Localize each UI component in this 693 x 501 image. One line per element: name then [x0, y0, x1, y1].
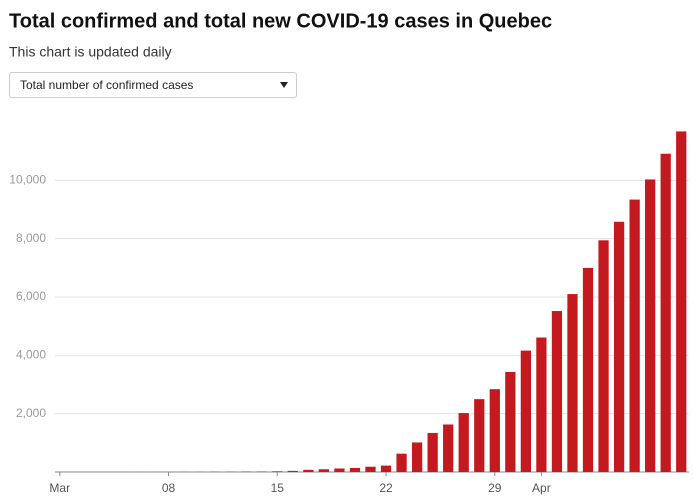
bar: [551, 311, 563, 472]
bar: [334, 468, 345, 472]
bar: [427, 432, 438, 472]
bar: [489, 389, 500, 472]
bar: [629, 199, 640, 473]
bar: [318, 469, 330, 472]
bar: [272, 471, 283, 472]
x-tick-label: Mar: [49, 481, 70, 495]
bar: [582, 267, 594, 472]
bar: [660, 153, 671, 472]
bar: [676, 131, 687, 472]
bar: [536, 337, 547, 472]
bar: [303, 469, 314, 472]
y-tick-label: 8,000: [16, 231, 46, 245]
bar: [645, 179, 656, 472]
y-tick-label: 2,000: [16, 406, 46, 420]
chart-subtitle: This chart is updated daily: [9, 44, 172, 60]
y-tick-label: 6,000: [16, 289, 46, 303]
x-tick-label: 15: [271, 481, 285, 495]
bar: [613, 221, 625, 472]
bar: [365, 466, 376, 472]
x-tick-label: 08: [162, 481, 176, 495]
chart-title: Total confirmed and total new COVID-19 c…: [9, 10, 552, 32]
bar: [474, 399, 485, 472]
bar: [505, 371, 516, 472]
bar: [567, 294, 578, 472]
bar: [396, 453, 407, 472]
bar: [411, 442, 423, 472]
bar: [380, 465, 392, 472]
bar: [443, 424, 454, 472]
dropdown-select[interactable]: Total number of confirmed cases: [10, 73, 296, 97]
x-tick-label: 22: [379, 481, 393, 495]
bar: [458, 413, 469, 472]
bar: [520, 350, 531, 472]
x-tick-label: 29: [488, 481, 502, 495]
x-tick-label: Apr: [532, 481, 551, 495]
dropdown[interactable]: Total number of confirmed cases: [9, 72, 297, 98]
bar: [287, 470, 298, 472]
bar: [598, 240, 609, 472]
y-tick-label: 4,000: [16, 348, 46, 362]
y-tick-label: 10,000: [9, 173, 46, 187]
bar: [349, 467, 361, 472]
